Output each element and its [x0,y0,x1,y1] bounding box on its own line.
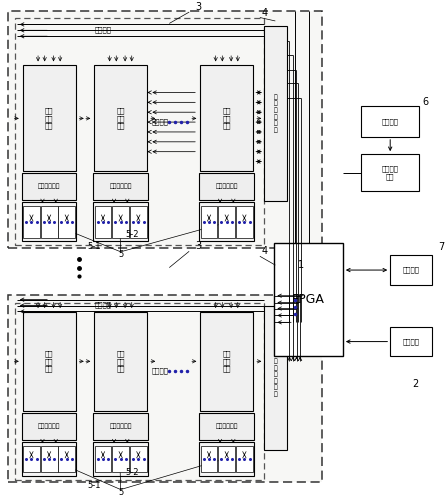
Bar [95,206,112,238]
Text: 模数
转换
模块: 模数 转换 模块 [223,107,231,129]
Text: 信号调理模块: 信号调理模块 [215,184,238,189]
Text: 5-1: 5-1 [87,243,101,251]
Text: 模数
转换
模块: 模数 转换 模块 [45,107,54,129]
Text: 控制总线: 控制总线 [95,301,112,308]
Bar [201,446,218,472]
Bar [219,206,235,238]
Text: 数据总线: 数据总线 [152,367,169,374]
Text: 接口电路: 接口电路 [403,267,420,273]
Bar [23,312,76,411]
Bar [199,413,254,440]
Text: 信号调理模块: 信号调理模块 [109,424,132,430]
Text: 控制总线: 控制总线 [95,26,112,32]
Bar [94,312,147,411]
Text: 5-2: 5-2 [125,230,138,239]
Text: 2: 2 [412,380,418,390]
Bar [130,446,147,472]
Bar [95,446,112,472]
Text: 4: 4 [261,7,267,17]
Bar [41,206,58,238]
Bar [112,446,129,472]
Bar [219,446,235,472]
Text: 3: 3 [195,242,201,251]
Bar [93,173,148,200]
Bar [23,446,40,472]
Bar [8,11,322,248]
Bar [236,206,253,238]
Text: 5: 5 [118,488,123,497]
Bar [22,442,77,476]
Bar [361,106,419,137]
Bar [22,202,77,242]
Bar [22,413,77,440]
Bar [390,327,432,356]
Text: 5-1: 5-1 [87,481,101,490]
Text: 供电电源: 供电电源 [382,118,399,125]
Bar [23,206,40,238]
Text: 7: 7 [438,242,444,252]
Text: 信号调理模块: 信号调理模块 [215,424,238,430]
Bar [93,413,148,440]
Bar [93,202,148,242]
Text: 模数
转换
模块: 模数 转换 模块 [45,350,54,372]
Bar [15,303,264,480]
Bar [93,442,148,476]
Text: 存储模块: 存储模块 [403,338,420,345]
Text: 5-2: 5-2 [125,468,138,477]
Bar [264,26,287,201]
Bar [22,173,77,200]
Bar [274,243,343,356]
Text: 模数
转换
模块: 模数 转换 模块 [223,350,231,372]
Text: FPGA: FPGA [292,293,325,306]
Bar [200,312,253,411]
Text: 模数
转换
模块: 模数 转换 模块 [116,107,125,129]
Text: 3: 3 [195,2,201,12]
Bar [201,206,218,238]
Text: 5: 5 [118,250,123,259]
Text: 4: 4 [261,247,267,256]
Bar [23,65,76,171]
Text: 6: 6 [422,97,429,107]
Bar [58,206,75,238]
Bar [236,446,253,472]
Text: 数
子
隔
离
模
块: 数 子 隔 离 模 块 [274,359,278,397]
Text: 电源隔离
模块: 电源隔离 模块 [382,166,399,180]
Bar [361,154,419,191]
Text: 模数
转换
模块: 模数 转换 模块 [116,350,125,372]
Text: 数据总线: 数据总线 [152,119,169,125]
Text: 信号调理模块: 信号调理模块 [109,184,132,189]
Bar [199,202,254,242]
Text: 信号调理模块: 信号调理模块 [38,424,60,430]
Bar [130,206,147,238]
Bar [264,305,287,450]
Bar [200,65,253,171]
Bar [112,206,129,238]
Bar [15,18,264,246]
Bar [390,255,432,285]
Text: 1: 1 [298,260,304,270]
Bar [199,173,254,200]
Bar [58,446,75,472]
Bar [94,65,147,171]
Bar [8,295,322,482]
Text: 数
子
隔
离
模
块: 数 子 隔 离 模 块 [274,94,278,133]
Text: 信号调理模块: 信号调理模块 [38,184,60,189]
Bar [41,446,58,472]
Bar [199,442,254,476]
